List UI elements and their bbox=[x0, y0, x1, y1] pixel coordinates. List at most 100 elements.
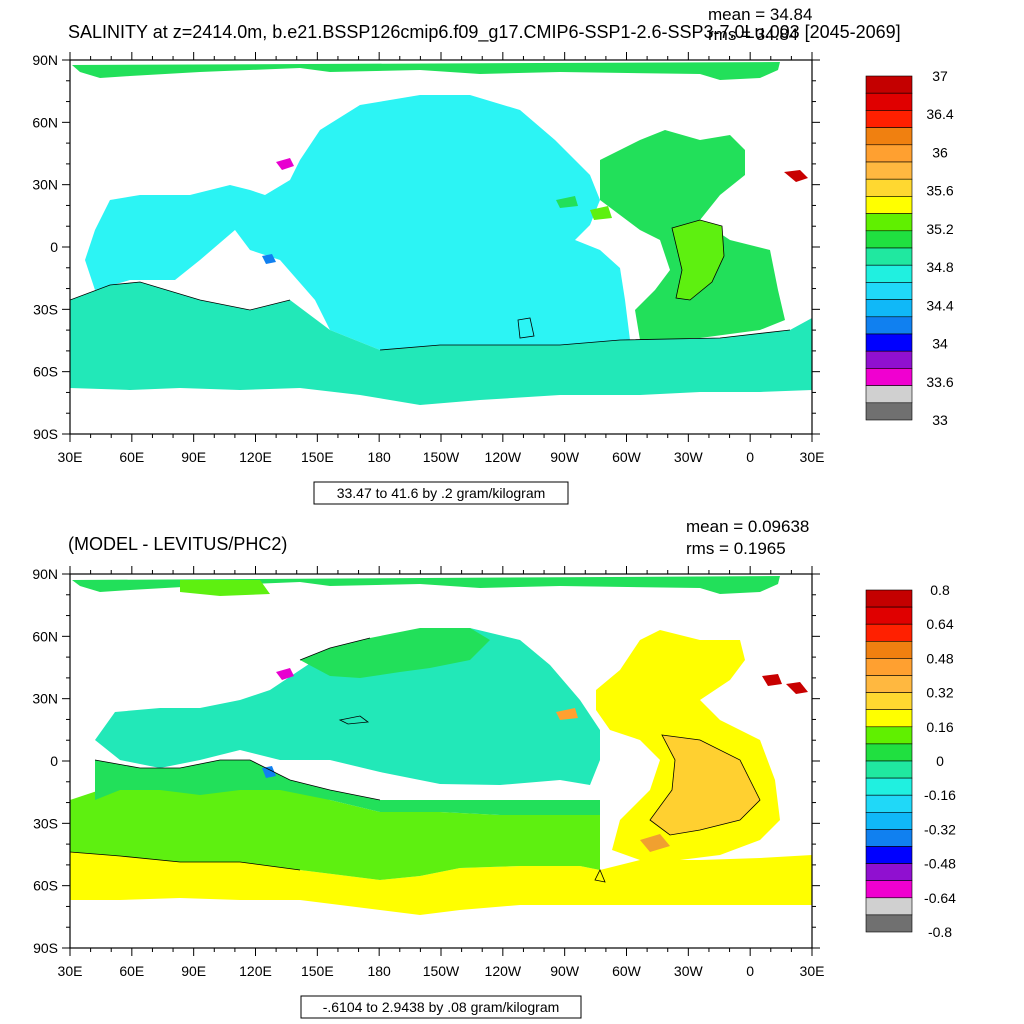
bottom-x-tick-label: 30E bbox=[800, 963, 825, 979]
bottom-colorbar-swatch bbox=[865, 829, 913, 847]
top-colorbar-swatch bbox=[865, 333, 913, 352]
top-y-tick-label: 60N bbox=[32, 114, 58, 130]
top-x-tick-label: 30W bbox=[674, 449, 704, 465]
top-salinity-map bbox=[69, 59, 813, 435]
bottom-x-tick-label: 180 bbox=[367, 963, 391, 979]
top-colorbar-swatch bbox=[865, 402, 913, 421]
top-arctic-field bbox=[72, 62, 780, 80]
top-colorbar-swatch bbox=[865, 110, 913, 128]
bottom-colorbar-swatch bbox=[865, 675, 913, 693]
top-blue-patch bbox=[262, 254, 276, 264]
bottom-y-tick-label: 90S bbox=[33, 940, 58, 956]
bottom-colorbar-swatch bbox=[865, 880, 913, 899]
bottom-colorbar-swatch bbox=[865, 863, 913, 881]
top-colorbar-label: 33.6 bbox=[926, 374, 953, 390]
top-colorbar-label: 33 bbox=[932, 412, 948, 428]
bottom-colorbar-swatch bbox=[865, 897, 913, 916]
top-colorbar-swatch bbox=[865, 196, 913, 214]
bottom-colorbar-label: -0.8 bbox=[928, 924, 952, 940]
bottom-colorbar-swatch bbox=[865, 658, 913, 676]
bottom-x-tick-label: 30W bbox=[674, 963, 704, 979]
top-colorbar-swatch bbox=[865, 316, 913, 335]
top-y-tick-label: 30S bbox=[33, 301, 58, 317]
top-colorbar: 37 36.4 36 35.6 35.2 34.8 34.4 34 33.6 33 bbox=[865, 68, 954, 428]
bottom-x-tick-label: 90W bbox=[550, 963, 580, 979]
top-y-tick-label: 0 bbox=[50, 239, 58, 255]
bottom-colorbar-label: 0 bbox=[936, 753, 944, 769]
bottom-colorbar-swatch bbox=[865, 640, 913, 659]
bottom-panel-title: (MODEL - LEVITUS/PHC2) bbox=[68, 534, 287, 554]
bottom-contour-info: -.6104 to 2.9438 by .08 gram/kilogram bbox=[300, 995, 582, 1019]
bottom-rms-label: rms = 0.1965 bbox=[686, 539, 786, 558]
bottom-x-tick-label: 60E bbox=[119, 963, 144, 979]
top-colorbar-swatch bbox=[865, 144, 913, 163]
bottom-colorbar-swatch bbox=[865, 743, 913, 762]
bottom-green-band bbox=[70, 770, 600, 880]
bottom-contour-info-text: -.6104 to 2.9438 by .08 gram/kilogram bbox=[323, 999, 560, 1015]
top-x-tick-label: 30E bbox=[800, 449, 825, 465]
top-colorbar-label: 36.4 bbox=[926, 106, 953, 122]
top-x-tick-label: 90W bbox=[550, 449, 580, 465]
top-axes: 30E 60E 90E 120E 150E 180 150W 120W 90W 60W 30W 0 30… bbox=[32, 52, 824, 465]
top-colorbar-swatch bbox=[865, 178, 913, 197]
bottom-difference-map bbox=[69, 573, 813, 949]
bottom-colorbar-label: 0.32 bbox=[926, 685, 953, 701]
top-colorbar-swatch bbox=[865, 230, 913, 249]
bottom-panel: (MODEL - LEVITUS/PHC2) mean = 0.09638 rm… bbox=[32, 517, 956, 1019]
top-y-tick-label: 90N bbox=[32, 52, 58, 68]
top-colorbar-swatch bbox=[865, 161, 913, 180]
bottom-y-tick-label: 60S bbox=[33, 878, 58, 894]
top-colorbar-swatch bbox=[865, 213, 913, 232]
top-colorbar-label: 37 bbox=[932, 68, 948, 84]
bottom-southern-yellow-field bbox=[70, 852, 812, 915]
bottom-x-tick-label: 0 bbox=[746, 963, 754, 979]
bottom-colorbar-swatch bbox=[865, 846, 913, 864]
bottom-y-tick-label: 60N bbox=[32, 628, 58, 644]
bottom-colorbar-swatch bbox=[865, 606, 913, 625]
bottom-colorbar-label: 0.64 bbox=[926, 616, 953, 632]
bottom-y-tick-label: 30S bbox=[33, 815, 58, 831]
bottom-colorbar-label: -0.64 bbox=[924, 890, 956, 906]
top-colorbar-swatch bbox=[865, 247, 913, 266]
top-y-tick-label: 60S bbox=[33, 364, 58, 380]
top-colorbar-label: 36 bbox=[932, 144, 948, 160]
bottom-x-tick-label: 30E bbox=[58, 963, 83, 979]
top-rms-label: rms = 34.84 bbox=[708, 25, 798, 44]
top-colorbar-label: 34 bbox=[932, 336, 948, 352]
bottom-y-tick-label: 0 bbox=[50, 753, 58, 769]
bottom-colorbar-label: -0.16 bbox=[924, 787, 956, 803]
top-x-tick-label: 120W bbox=[485, 449, 522, 465]
bottom-y-tick-label: 90N bbox=[32, 566, 58, 582]
bottom-mean-label: mean = 0.09638 bbox=[686, 517, 809, 536]
bottom-pacific-field bbox=[95, 628, 600, 785]
bottom-north-pacific-green bbox=[300, 628, 490, 678]
top-colorbar-swatch bbox=[865, 127, 913, 146]
bottom-colorbar-label: 0.48 bbox=[926, 650, 953, 666]
bottom-atlantic-orange bbox=[650, 735, 760, 835]
bottom-x-tick-label: 150W bbox=[423, 963, 460, 979]
top-x-tick-label: 150E bbox=[301, 449, 334, 465]
bottom-colorbar-label: 0.8 bbox=[930, 582, 950, 598]
top-colorbar-label: 34.4 bbox=[926, 297, 953, 313]
top-mean-label: mean = 34.84 bbox=[708, 5, 812, 24]
bottom-colorbar-label: -0.48 bbox=[924, 856, 956, 872]
top-panel: SALINITY at z=2414.0m, b.e21.BSSP126cmip… bbox=[32, 5, 954, 505]
top-colorbar-swatch bbox=[865, 92, 913, 111]
top-colorbar-swatch bbox=[865, 282, 913, 300]
bottom-y-tick-label: 30N bbox=[32, 691, 58, 707]
top-colorbar-swatch bbox=[865, 385, 913, 404]
top-x-tick-label: 180 bbox=[367, 449, 391, 465]
top-colorbar-swatch bbox=[865, 75, 913, 94]
top-colorbar-label: 35.2 bbox=[926, 221, 953, 237]
bottom-colorbar-swatch bbox=[865, 709, 913, 728]
bottom-x-tick-label: 150E bbox=[301, 963, 334, 979]
top-red-patch bbox=[784, 170, 808, 182]
top-x-tick-label: 0 bbox=[746, 449, 754, 465]
top-x-tick-label: 60E bbox=[119, 449, 144, 465]
bottom-x-tick-label: 90E bbox=[181, 963, 206, 979]
top-southern-ocean-field bbox=[70, 282, 812, 405]
bottom-colorbar-label: -0.32 bbox=[924, 821, 956, 837]
bottom-colorbar-swatch bbox=[865, 811, 913, 830]
top-contour-info: 33.47 to 41.6 by .2 gram/kilogram bbox=[313, 481, 569, 505]
